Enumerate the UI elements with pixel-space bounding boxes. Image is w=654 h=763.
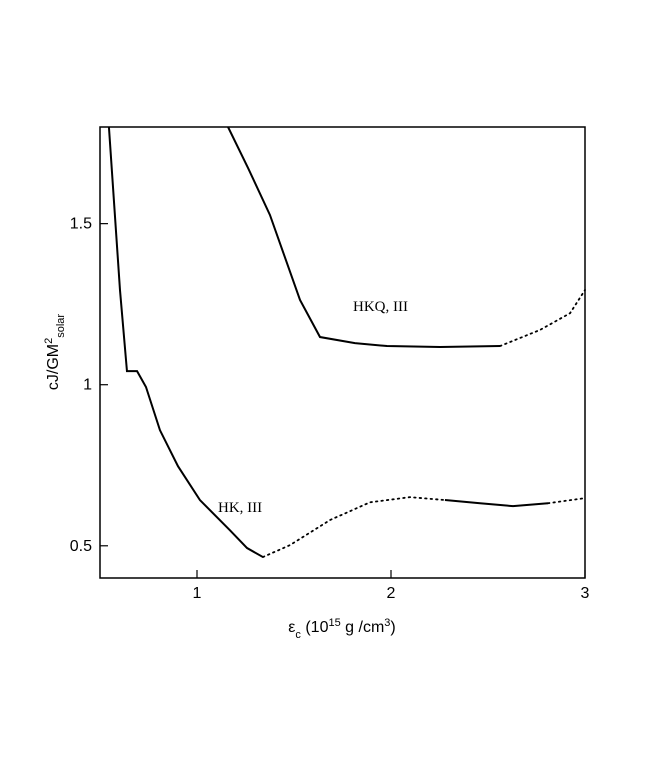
series-line — [227, 126, 501, 349]
series-line — [444, 499, 549, 508]
label-part: solar — [55, 314, 67, 338]
label-part: ) — [390, 619, 395, 636]
x-axis-label: εc (1015 g /cm3) — [288, 617, 395, 641]
y-axis-label: cJ/GM2solar — [43, 314, 67, 391]
plot-frame — [99, 126, 586, 579]
y-tick-label: 1 — [83, 377, 92, 394]
label-part: cJ/GM — [45, 344, 62, 390]
label-part: c — [295, 629, 301, 641]
label-part: ε — [288, 619, 295, 636]
series-line — [107, 126, 264, 558]
y-tick-label: 0.5 — [70, 538, 92, 555]
label-part: (10 — [301, 619, 329, 636]
series-line — [547, 497, 586, 505]
label-part: 15 — [328, 617, 340, 629]
x-tick-label: 2 — [387, 585, 396, 602]
y-tick-label: 1.5 — [70, 216, 92, 233]
label-part: 2 — [43, 338, 55, 344]
series-line — [499, 289, 586, 347]
series-line — [262, 496, 446, 558]
label-part: g /cm — [341, 619, 385, 636]
label-part: 3 — [384, 617, 390, 629]
x-tick-label: 1 — [193, 585, 202, 602]
x-tick-label: 3 — [581, 585, 590, 602]
series-label: HK, III — [218, 500, 262, 516]
series-label: HKQ, III — [353, 299, 408, 315]
